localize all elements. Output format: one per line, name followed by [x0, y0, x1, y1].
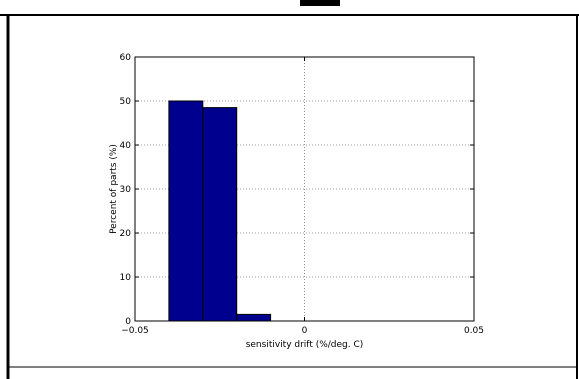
grid-lines	[135, 57, 474, 321]
histogram-bar	[236, 313, 272, 322]
x-tick-label: −0.05	[121, 326, 149, 336]
y-tick-label: 20	[120, 229, 132, 239]
header-fragment	[300, 0, 340, 6]
histogram-bar	[168, 100, 204, 322]
y-tick-label: 30	[120, 185, 132, 195]
y-axis-ticks: 0 10 20 30 40 50 60	[120, 53, 474, 327]
histogram-bars	[168, 100, 272, 322]
histogram-bar	[202, 107, 238, 322]
x-tick-label: 0.05	[464, 326, 484, 336]
y-axis-label: Percent of parts (%)	[109, 144, 119, 234]
y-tick-label: 60	[120, 53, 132, 63]
y-tick-label: 50	[120, 97, 132, 107]
x-axis-label: sensitivity drift (%/deg. C)	[246, 340, 364, 350]
y-tick-label: 40	[120, 141, 132, 151]
x-axis-ticks: −0.05 0 0.05	[121, 57, 484, 336]
y-tick-label: 0	[125, 317, 131, 327]
y-tick-label: 10	[120, 273, 132, 283]
x-tick-label: 0	[302, 326, 308, 336]
